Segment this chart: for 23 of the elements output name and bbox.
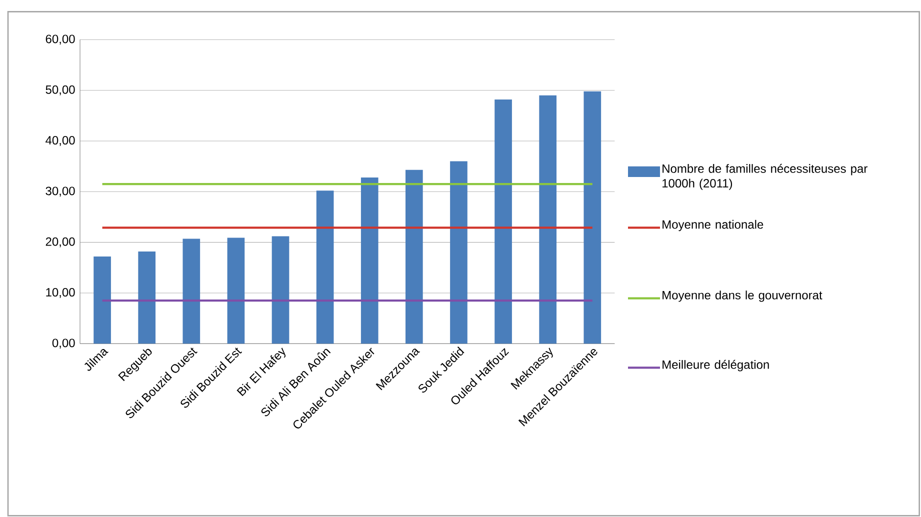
y-tick-label: 0,00 (52, 338, 75, 349)
y-tick-label: 40,00 (46, 136, 75, 146)
legend-label: Nombre de familles nécessiteuses par 1000h (2011) (662, 164, 868, 190)
y-tick-label: 50,00 (46, 85, 75, 96)
bar (360, 177, 378, 344)
bar (584, 91, 602, 344)
bar (450, 161, 468, 344)
legend-label: Meilleure délégation (662, 360, 769, 372)
bar (494, 99, 512, 344)
bar (316, 190, 334, 344)
bar (182, 238, 200, 344)
bar (272, 236, 290, 344)
bar (227, 238, 245, 344)
bar (539, 95, 557, 344)
y-tick-label: 10,00 (46, 288, 75, 298)
legend-label: Moyenne dans le gouvernorat (662, 290, 822, 302)
y-tick-label: 30,00 (46, 186, 75, 197)
legend-label: Moyenne nationale (662, 220, 764, 232)
bar (406, 170, 423, 344)
bar (94, 256, 111, 344)
y-tick-label: 20,00 (46, 237, 75, 248)
bar (138, 251, 156, 344)
y-tick-label: 60,00 (46, 34, 75, 45)
